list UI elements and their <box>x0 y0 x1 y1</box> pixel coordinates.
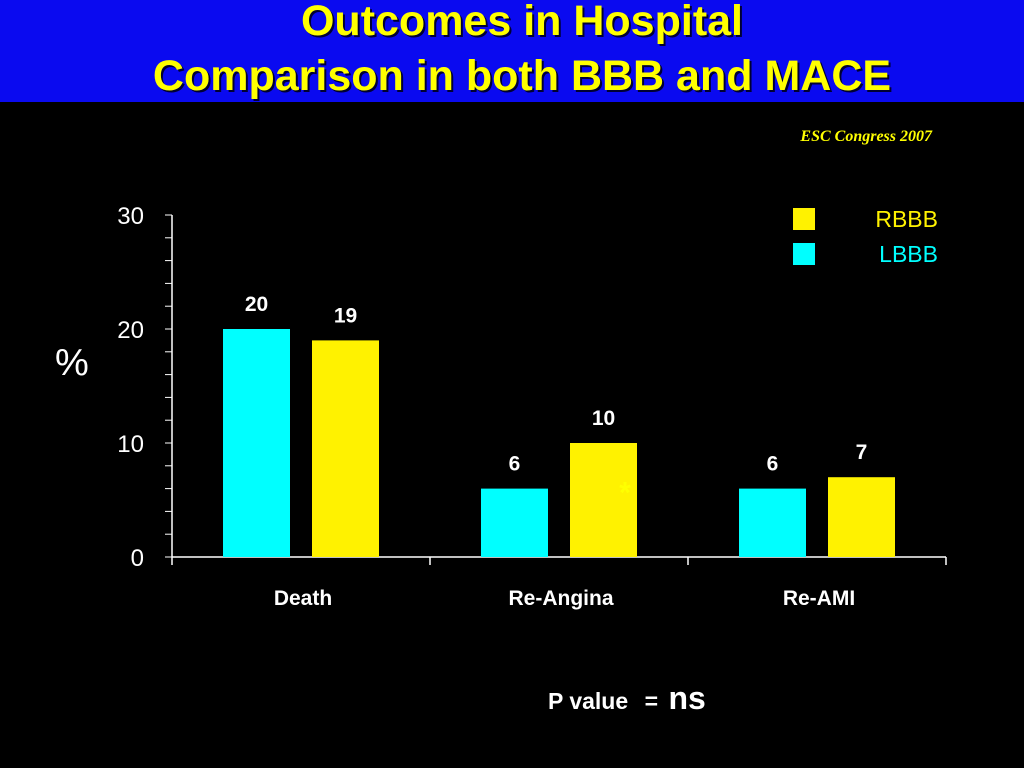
p-value-note: P value = ns <box>548 680 706 717</box>
data-label: 10 <box>592 407 615 430</box>
bar-rbbb <box>828 477 895 557</box>
slide-title-line1: Outcomes in Hospital <box>300 0 743 45</box>
data-label: 19 <box>334 304 357 327</box>
category-label: Re-AMI <box>783 587 855 610</box>
data-label: 7 <box>856 441 868 464</box>
title-banner <box>0 0 1024 102</box>
y-axis-label: % <box>55 342 89 384</box>
bar-lbbb <box>223 329 290 557</box>
data-label: 6 <box>509 453 521 476</box>
y-tick-label: 10 <box>117 431 144 458</box>
legend-label: LBBB <box>879 241 938 267</box>
source-note: ESC Congress 2007 <box>800 128 932 145</box>
bar-rbbb <box>312 340 379 557</box>
data-label: 20 <box>245 293 268 316</box>
legend-swatch-lbbb <box>793 243 815 265</box>
legend-swatch-rbbb <box>793 208 815 230</box>
y-tick-label: 20 <box>117 317 144 344</box>
legend-label: RBBB <box>875 206 938 232</box>
bar-lbbb <box>481 488 548 557</box>
y-tick-label: 0 <box>131 545 144 572</box>
slide-title-line2: Comparison in both BBB and MACE <box>152 52 892 100</box>
p-value-result: ns <box>668 680 706 716</box>
category-label: Re-Angina <box>509 587 614 610</box>
category-label: Death <box>274 587 332 610</box>
significance-asterisk: * <box>619 476 631 509</box>
bar-rbbb <box>570 443 637 557</box>
p-value-equals: = <box>644 688 659 714</box>
p-value-label: P value <box>548 688 629 714</box>
bar-lbbb <box>739 488 806 557</box>
data-label: 6 <box>767 453 779 476</box>
y-tick-label: 30 <box>117 203 144 230</box>
